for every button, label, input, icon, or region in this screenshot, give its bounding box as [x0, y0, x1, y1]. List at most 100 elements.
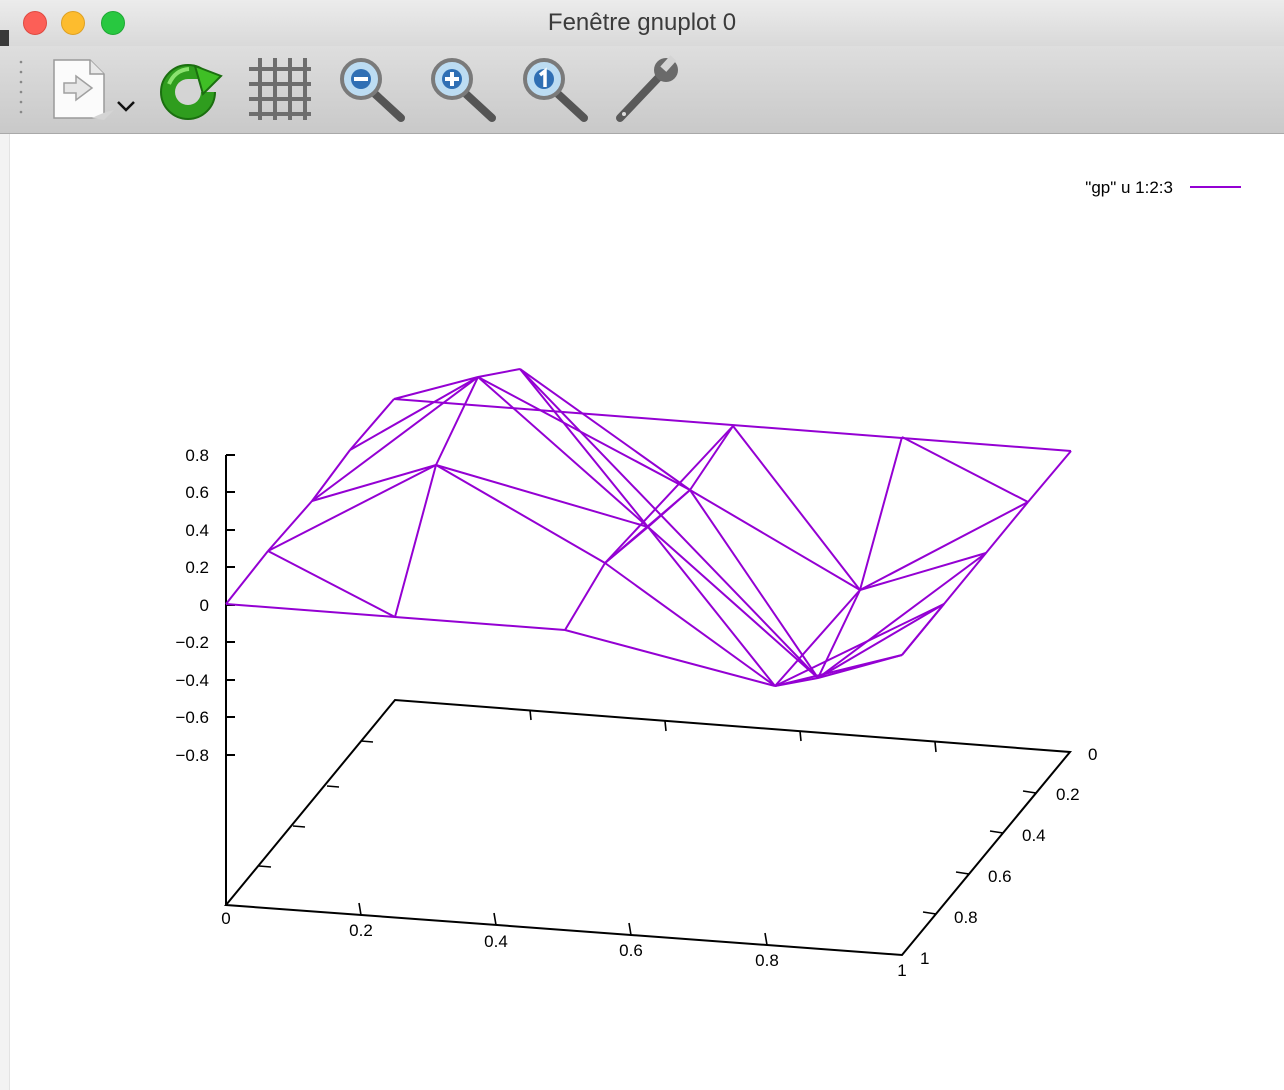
z-tick-label: 0.4	[185, 521, 209, 540]
surface-edge	[604, 562, 776, 687]
replot-button[interactable]	[155, 54, 225, 124]
x-mirror-tick	[529, 709, 532, 721]
surface-edge	[647, 489, 691, 528]
surface-edge	[435, 464, 649, 528]
surface-edge	[311, 376, 479, 502]
toolbar-grip-icon[interactable]	[18, 58, 24, 120]
z-tick-label: −0.4	[175, 671, 209, 690]
surface-edge	[394, 616, 566, 631]
y-tick-label: 1	[920, 949, 929, 968]
x-tick-label: 0.4	[484, 932, 508, 951]
y-tick	[922, 911, 937, 915]
surface-edge	[267, 550, 396, 618]
surface-edge	[477, 368, 521, 378]
zoom-out-button[interactable]	[337, 54, 407, 124]
surface-edge	[689, 425, 734, 491]
y-tick-label: 0.8	[954, 908, 978, 927]
background-window-edge	[0, 134, 10, 1090]
surface-edge	[1027, 450, 1072, 503]
surface-edge	[774, 603, 945, 687]
x-tick-label: 0.2	[349, 921, 373, 940]
x-tick-label: 0	[221, 909, 230, 928]
x-tick-label: 1	[897, 961, 906, 980]
surface-edge	[311, 449, 351, 502]
export-button[interactable]	[48, 54, 143, 124]
surface-edge	[647, 526, 776, 687]
minimize-window-button[interactable]	[61, 11, 85, 35]
toolbar	[0, 46, 1284, 134]
surface-edge	[477, 376, 649, 528]
y-mirror-tick	[360, 740, 374, 743]
grid-button[interactable]	[245, 54, 315, 124]
zoom-in-icon	[431, 58, 496, 122]
surface-edge	[859, 501, 1029, 591]
x-tick-label: 0.6	[619, 941, 643, 960]
y-tick-label: 0.2	[1056, 785, 1080, 804]
y-mirror-tick	[292, 825, 306, 828]
x-tick	[493, 912, 497, 926]
settings-button[interactable]	[612, 54, 684, 124]
legend-label: "gp" u 1:2:3	[1085, 178, 1173, 197]
surface-edge	[689, 489, 861, 591]
y-tick-label: 0.6	[988, 867, 1012, 886]
surface-edge	[564, 562, 606, 631]
surface-edge	[435, 376, 479, 466]
z-tick-label: −0.2	[175, 633, 209, 652]
zoom-in-button[interactable]	[428, 54, 498, 124]
y-mirror-tick	[258, 865, 272, 868]
surface-edge	[859, 436, 903, 591]
base-plane	[223, 698, 1073, 957]
x-tick	[358, 902, 362, 916]
y-tick	[1022, 790, 1037, 794]
surface-edge	[477, 376, 691, 491]
surface-edge	[985, 501, 1029, 554]
grid-icon	[249, 58, 311, 120]
surface-edge	[311, 464, 437, 502]
surface-edge	[267, 464, 437, 552]
x-tick-label: 0.8	[755, 951, 779, 970]
surface-edge	[349, 398, 395, 451]
surface-wireframe	[225, 368, 1072, 687]
z-tick-label: −0.8	[175, 746, 209, 765]
tick-labels: 0.8 0.6 0.4 0.2 0 −0.2 −0.4 −0.6 −0.8 0 0.2 0.4 0.6 0…	[175, 446, 1097, 980]
surface-edge	[393, 398, 1072, 452]
title-bar: Fenêtre gnuplot 0	[0, 0, 1284, 46]
zoom-out-icon	[340, 58, 405, 122]
x-mirror-tick	[799, 730, 802, 742]
surface-edge	[519, 368, 649, 528]
surface-edge	[817, 589, 861, 679]
surface-edge	[774, 589, 861, 687]
y-tick	[955, 871, 970, 875]
surface-edge	[519, 368, 819, 679]
window-title: Fenêtre gnuplot 0	[547, 9, 737, 36]
surface-edge	[817, 552, 987, 679]
surface-edge	[435, 464, 606, 564]
y-tick-label: 0	[1088, 745, 1097, 764]
z-tick-label: 0.6	[185, 483, 209, 502]
zoom-window-button[interactable]	[101, 11, 125, 35]
z-tick-label: 0.2	[185, 558, 209, 577]
wrench-icon	[616, 55, 678, 122]
surface-edge	[943, 552, 987, 605]
y-mirror-tick	[326, 785, 340, 788]
surface-edge	[349, 376, 479, 451]
axes	[223, 454, 1073, 957]
z-tick-label: −0.6	[175, 708, 209, 727]
surface-edge	[604, 425, 734, 564]
surface-edge	[394, 464, 437, 618]
close-window-button[interactable]	[23, 11, 47, 35]
surface-edge	[225, 550, 269, 605]
zoom-reset-button[interactable]	[520, 54, 590, 124]
surface-edge	[564, 629, 776, 687]
x-mirror-tick	[934, 741, 937, 753]
surface-edge	[689, 489, 819, 679]
surface-edge	[393, 376, 479, 400]
z-tick-label: 0	[200, 596, 209, 615]
surface-edge	[647, 526, 819, 679]
plot-area[interactable]	[0, 134, 1284, 1090]
refresh-icon	[160, 64, 223, 120]
surface-edge	[267, 500, 313, 552]
surface-edge	[774, 677, 819, 687]
surface-edge	[225, 603, 396, 618]
